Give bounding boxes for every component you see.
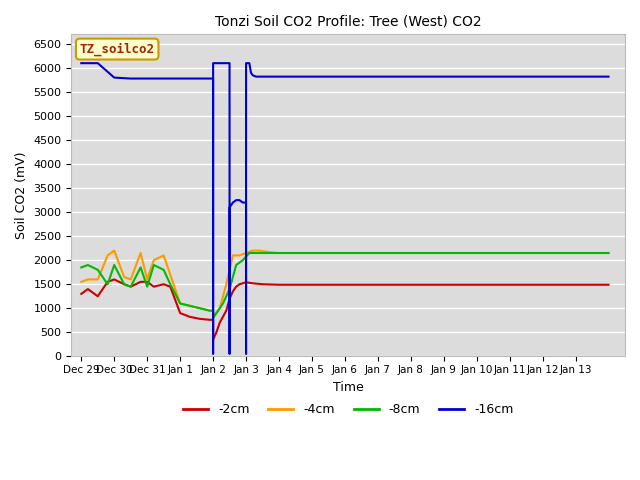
Legend: -2cm, -4cm, -8cm, -16cm: -2cm, -4cm, -8cm, -16cm (178, 398, 518, 421)
X-axis label: Time: Time (333, 381, 364, 394)
Title: Tonzi Soil CO2 Profile: Tree (West) CO2: Tonzi Soil CO2 Profile: Tree (West) CO2 (215, 15, 481, 29)
Y-axis label: Soil CO2 (mV): Soil CO2 (mV) (15, 152, 28, 239)
Text: TZ_soilco2: TZ_soilco2 (80, 42, 155, 56)
